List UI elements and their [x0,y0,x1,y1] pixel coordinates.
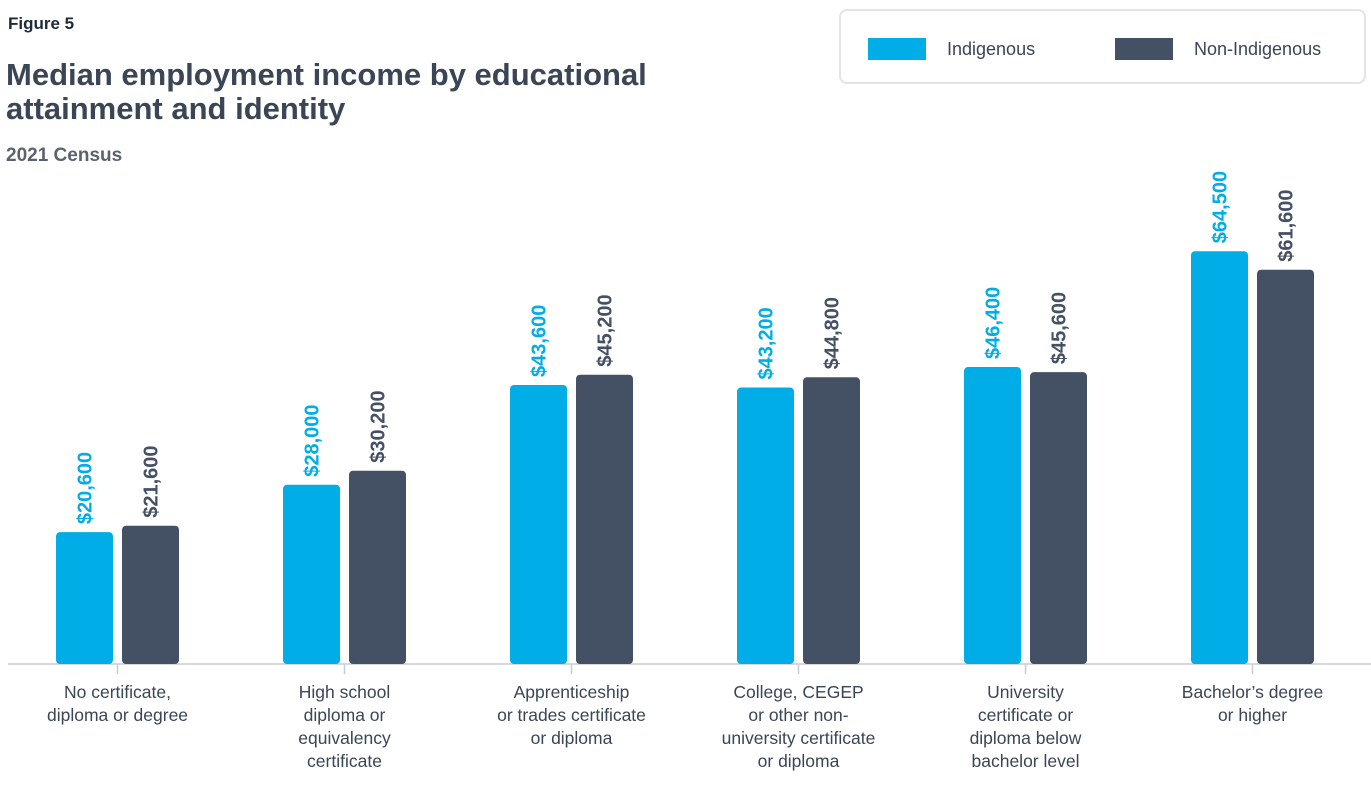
bar-non-indigenous [1030,372,1087,664]
category-label-line: or diploma [530,728,613,748]
bar-indigenous [737,387,794,664]
category-label: High school diploma or equivalency certific… [230,681,460,773]
category-label: No certificate, diploma or degree [3,681,233,727]
data-label-indigenous: $20,600 [75,452,97,524]
legend-label-non-indigenous: Non-Indigenous [1194,38,1322,59]
bar-indigenous [964,367,1021,664]
data-label-non-indigenous: $30,200 [368,390,390,462]
category-label-line: Bachelor’s degree [1181,682,1324,702]
category-label: College, CEGEP or other non-university ce… [684,681,914,773]
category-label-line: equivalency [298,728,391,748]
category-label-line: or diploma [757,751,840,771]
data-label-non-indigenous: $44,800 [822,297,844,369]
bar-non-indigenous [803,377,860,664]
category-label-line: University [987,682,1064,702]
category-label: Apprenticeship or trades certificate or di… [457,681,687,750]
bar-non-indigenous [349,470,406,664]
category-label-line: certificate or [977,705,1074,725]
category-label: Bachelor’s degree or higher [1138,681,1368,727]
legend-swatch-indigenous [868,38,926,60]
data-label-non-indigenous: $45,600 [1049,292,1071,364]
data-label-non-indigenous: $45,200 [595,294,617,366]
bar-indigenous [510,384,567,664]
category-label-line: certificate [307,751,382,771]
category-label-line: High school [298,682,391,702]
legend: Indigenous Non-Indigenous [839,9,1366,84]
data-label-non-indigenous: $21,600 [141,445,163,517]
bar-indigenous [56,532,113,664]
category-label: University certificate or diploma below bac… [911,681,1141,773]
data-label-indigenous: $46,400 [983,287,1005,359]
category-label-line: diploma or [303,705,386,725]
data-label-indigenous: $43,600 [529,305,551,377]
data-label-indigenous: $28,000 [302,405,324,477]
legend-label-indigenous: Indigenous [947,38,1036,59]
category-label-line: or other non- [748,705,849,725]
category-label-line: or trades certificate [497,705,646,725]
data-label-indigenous: $43,200 [756,307,778,379]
data-label-non-indigenous: $61,600 [1276,189,1298,261]
category-label-line: diploma or degree [46,705,189,725]
legend-item-indigenous: Indigenous [868,38,1035,60]
category-label-line: university certificate [721,728,876,748]
category-label-line: College, CEGEP [733,682,864,702]
bar-non-indigenous [122,525,179,664]
bar-indigenous [283,484,340,664]
chart-subtitle: 2021 Census [6,145,123,166]
category-label-line: No certificate, [64,682,171,702]
bar-non-indigenous [576,374,633,664]
bar-non-indigenous [1257,269,1314,664]
category-label-line: Apprenticeship [513,682,630,702]
category-label-line: diploma below [969,728,1082,748]
legend-item-non-indigenous: Non-Indigenous [1115,38,1321,60]
figure-label: Figure 5 [8,14,75,33]
legend-swatch-non-indigenous [1115,38,1173,60]
chart-title: Median employment income by educational … [6,57,647,126]
data-label-indigenous: $64,500 [1210,171,1232,243]
category-label-line: bachelor level [971,751,1080,771]
bar-indigenous [1191,251,1248,664]
category-label-line: or higher [1217,705,1288,725]
